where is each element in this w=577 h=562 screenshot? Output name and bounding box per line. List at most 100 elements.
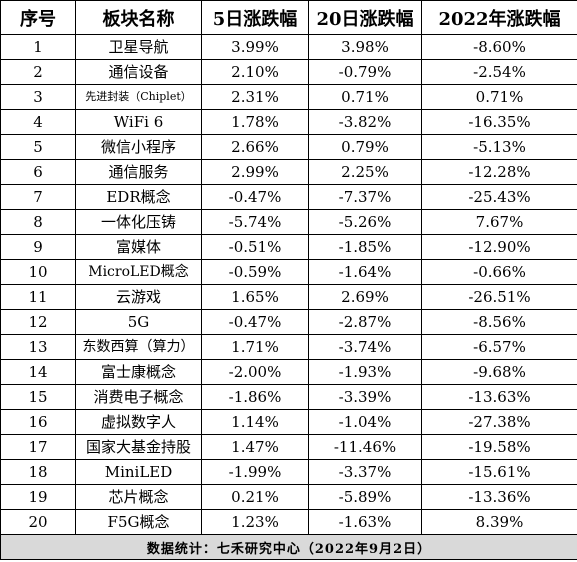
change-5day: 2.99%: [201, 159, 309, 185]
change-20day: -1.85%: [308, 234, 422, 260]
row-index: 13: [0, 334, 76, 360]
row-index: 4: [0, 109, 76, 135]
row-index: 18: [0, 459, 76, 485]
table-row: 20 F5G概念 1.23% -1.63% 8.39%: [0, 509, 577, 535]
row-index: 6: [0, 159, 76, 185]
row-index: 7: [0, 184, 76, 210]
sector-name: 东数西算（算力）: [75, 334, 202, 360]
change-2022: 0.71%: [421, 84, 577, 110]
change-20day: -3.82%: [308, 109, 422, 135]
change-5day: 1.71%: [201, 334, 309, 360]
sector-name: MiniLED: [75, 459, 202, 485]
change-2022: -9.68%: [421, 359, 577, 385]
change-2022: -0.66%: [421, 259, 577, 285]
table-row: 5 微信小程序 2.66% 0.79% -5.13%: [0, 134, 577, 160]
row-index: 8: [0, 209, 76, 235]
change-20day: -1.04%: [308, 409, 422, 435]
change-2022: -6.57%: [421, 334, 577, 360]
change-5day: 2.66%: [201, 134, 309, 160]
table-row: 18 MiniLED -1.99% -3.37% -15.61%: [0, 459, 577, 485]
row-index: 12: [0, 309, 76, 335]
table-row: 3 先进封装（Chiplet） 2.31% 0.71% 0.71%: [0, 84, 577, 110]
change-20day: -3.74%: [308, 334, 422, 360]
row-index: 10: [0, 259, 76, 285]
sector-name: 通信服务: [75, 159, 202, 185]
table-row: 8 一体化压铸 -5.74% -5.26% 7.67%: [0, 209, 577, 235]
change-5day: 1.14%: [201, 409, 309, 435]
sector-name: 微信小程序: [75, 134, 202, 160]
table-row: 6 通信服务 2.99% 2.25% -12.28%: [0, 159, 577, 185]
row-index: 2: [0, 59, 76, 85]
change-5day: 1.47%: [201, 434, 309, 460]
row-index: 19: [0, 484, 76, 510]
change-2022: -13.63%: [421, 384, 577, 410]
change-20day: -5.89%: [308, 484, 422, 510]
table-footer: 数据统计：七禾研究中心（2022年9月2日）: [0, 534, 577, 560]
sector-name: 国家大基金持股: [75, 434, 202, 460]
change-2022: -16.35%: [421, 109, 577, 135]
footer-row: 数据统计：七禾研究中心（2022年9月2日）: [0, 534, 577, 560]
change-20day: 2.25%: [308, 159, 422, 185]
change-20day: 0.71%: [308, 84, 422, 110]
change-5day: -0.59%: [201, 259, 309, 285]
change-20day: -5.26%: [308, 209, 422, 235]
change-2022: -25.43%: [421, 184, 577, 210]
change-5day: -0.47%: [201, 184, 309, 210]
change-20day: -3.39%: [308, 384, 422, 410]
table-row: 13 东数西算（算力） 1.71% -3.74% -6.57%: [0, 334, 577, 360]
change-20day: -11.46%: [308, 434, 422, 460]
change-2022: -2.54%: [421, 59, 577, 85]
sector-name: EDR概念: [75, 184, 202, 210]
table-row: 1 卫星导航 3.99% 3.98% -8.60%: [0, 34, 577, 60]
table-row: 16 虚拟数字人 1.14% -1.04% -27.38%: [0, 409, 577, 435]
change-2022: -12.90%: [421, 234, 577, 260]
row-index: 17: [0, 434, 76, 460]
table-row: 17 国家大基金持股 1.47% -11.46% -19.58%: [0, 434, 577, 460]
change-2022: -27.38%: [421, 409, 577, 435]
row-index: 16: [0, 409, 76, 435]
sector-name: 芯片概念: [75, 484, 202, 510]
row-index: 11: [0, 284, 76, 310]
change-5day: -1.99%: [201, 459, 309, 485]
row-index: 15: [0, 384, 76, 410]
table-row: 14 富士康概念 -2.00% -1.93% -9.68%: [0, 359, 577, 385]
change-5day: 3.99%: [201, 34, 309, 60]
change-5day: 1.65%: [201, 284, 309, 310]
row-index: 5: [0, 134, 76, 160]
change-2022: 7.67%: [421, 209, 577, 235]
sector-name: 一体化压铸: [75, 209, 202, 235]
change-2022: -19.58%: [421, 434, 577, 460]
row-index: 20: [0, 509, 76, 535]
table-row: 9 富媒体 -0.51% -1.85% -12.90%: [0, 234, 577, 260]
change-2022: -8.56%: [421, 309, 577, 335]
sector-name: 富媒体: [75, 234, 202, 260]
change-5day: 2.31%: [201, 84, 309, 110]
header-sector-name: 板块名称: [75, 0, 202, 35]
table-header: 序号 板块名称 5日涨跌幅 20日涨跌幅 2022年涨跌幅: [0, 0, 577, 35]
change-20day: -1.64%: [308, 259, 422, 285]
change-20day: -7.37%: [308, 184, 422, 210]
change-2022: -8.60%: [421, 34, 577, 60]
sector-name: 先进封装（Chiplet）: [75, 84, 202, 110]
table-row: 12 5G -0.47% -2.87% -8.56%: [0, 309, 577, 335]
change-2022: -15.61%: [421, 459, 577, 485]
change-20day: 0.79%: [308, 134, 422, 160]
change-20day: -3.37%: [308, 459, 422, 485]
sector-name: 虚拟数字人: [75, 409, 202, 435]
change-2022: -5.13%: [421, 134, 577, 160]
row-index: 3: [0, 84, 76, 110]
row-index: 9: [0, 234, 76, 260]
change-5day: -5.74%: [201, 209, 309, 235]
change-5day: 1.78%: [201, 109, 309, 135]
change-20day: -1.93%: [308, 359, 422, 385]
change-20day: -0.79%: [308, 59, 422, 85]
table-row: 10 MicroLED概念 -0.59% -1.64% -0.66%: [0, 259, 577, 285]
change-5day: 0.21%: [201, 484, 309, 510]
table-row: 2 通信设备 2.10% -0.79% -2.54%: [0, 59, 577, 85]
sector-name: WiFi 6: [75, 109, 202, 135]
table-row: 7 EDR概念 -0.47% -7.37% -25.43%: [0, 184, 577, 210]
header-index: 序号: [0, 0, 76, 35]
sector-name: MicroLED概念: [75, 259, 202, 285]
sector-name: 消费电子概念: [75, 384, 202, 410]
table-row: 11 云游戏 1.65% 2.69% -26.51%: [0, 284, 577, 310]
